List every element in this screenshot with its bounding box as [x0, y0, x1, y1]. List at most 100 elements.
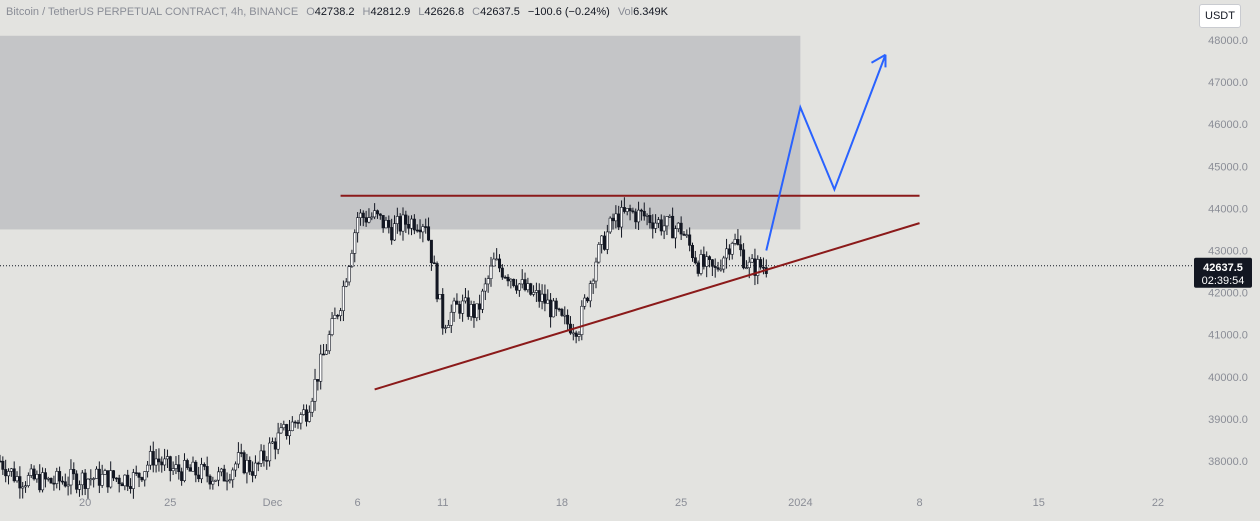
candle-body [307, 411, 311, 422]
x-tick-label: Dec [263, 497, 283, 509]
candle-body [197, 474, 201, 480]
candle-body [12, 468, 16, 482]
price-badge-countdown: 02:39:54 [1202, 275, 1245, 287]
candle-body [566, 314, 570, 325]
candle-body [200, 464, 204, 480]
candle-body [231, 469, 235, 481]
candle-body [202, 464, 206, 467]
candle-body [515, 285, 519, 291]
candle-body [282, 424, 286, 429]
candle-body [239, 452, 243, 454]
candle-body [455, 300, 459, 305]
candle-body [699, 254, 703, 274]
candle-body [253, 462, 257, 476]
x-tick-label: 15 [1033, 497, 1045, 509]
candle-body [270, 441, 274, 444]
candle-body [622, 207, 626, 212]
candle-body [415, 229, 419, 232]
candle-body [112, 470, 116, 479]
candle-body [77, 484, 81, 490]
candle-body [60, 480, 64, 483]
candle-body [503, 276, 507, 279]
candle-body [727, 248, 731, 255]
candle-body [702, 254, 706, 267]
candle-body [597, 244, 601, 263]
candle-body [585, 297, 589, 302]
candle-body [424, 226, 428, 228]
candle-body [412, 218, 416, 231]
candle-body [529, 283, 533, 295]
candle-body [319, 353, 323, 382]
change-value: −100.6 (−0.24%) [527, 6, 610, 18]
candle-body [157, 458, 161, 463]
candle-body [41, 472, 45, 491]
resistance-zone-layer [0, 35, 801, 230]
currency-button[interactable]: USDT [1199, 4, 1241, 28]
candle-body [120, 483, 124, 487]
candle-body [656, 219, 660, 224]
candle-body [395, 216, 399, 224]
y-tick-label: 43000.0 [1208, 246, 1248, 258]
candle-body [234, 463, 238, 471]
candle-body [171, 468, 175, 472]
candle-body [305, 409, 309, 422]
volume-label: Vol [617, 6, 634, 18]
y-tick-label: 47000.0 [1208, 77, 1248, 89]
candle-body [461, 300, 465, 314]
candle-body [330, 318, 334, 335]
candle-body [747, 261, 751, 269]
x-tick-label: 18 [556, 497, 568, 509]
candle-body [146, 464, 150, 472]
candle-body [441, 294, 445, 329]
rising-trendline [374, 222, 920, 391]
candle-body [654, 222, 658, 229]
candle-body [736, 239, 740, 245]
candle-body [347, 266, 351, 283]
candle-body [94, 468, 98, 479]
candle-body [259, 450, 263, 464]
candle-body [7, 471, 11, 477]
candle-body [268, 442, 272, 462]
y-tick-label: 42000.0 [1208, 288, 1248, 300]
candle-body [463, 297, 467, 302]
candle-body [429, 239, 433, 264]
candle-body [500, 267, 504, 278]
candle-body [222, 468, 226, 482]
candle-body [489, 265, 493, 279]
candle-body [373, 210, 377, 218]
candle-body [52, 482, 56, 485]
candle-body [645, 215, 649, 217]
candle-body [163, 458, 167, 466]
candle-body [387, 220, 391, 228]
candle-body [69, 469, 73, 486]
high-value: 42812.9 [370, 6, 411, 18]
candle-body [438, 294, 442, 300]
y-tick-label: 48000.0 [1208, 35, 1248, 47]
candle-body [475, 303, 479, 319]
candle-body [344, 281, 348, 287]
candle-body [639, 209, 643, 212]
candle-body [696, 262, 700, 274]
candle-body [444, 327, 448, 329]
candle-body [18, 476, 22, 489]
candle-body [72, 469, 76, 475]
drawings-layer [0, 53, 1192, 391]
candle-body [296, 422, 300, 424]
candle-body [248, 460, 252, 472]
candle-body [407, 224, 411, 229]
candle-body [509, 278, 513, 282]
candle-body [29, 468, 33, 476]
candle-body [336, 314, 340, 317]
candle-body [131, 472, 135, 489]
candle-body [469, 304, 473, 317]
candle-body [214, 479, 218, 482]
candle-body [401, 214, 405, 232]
candle-body [32, 468, 36, 480]
candle-body [327, 334, 331, 352]
projection-arrowhead [870, 53, 886, 64]
candle-body [140, 477, 144, 481]
candle-body [262, 450, 266, 461]
candle-body [551, 300, 555, 318]
